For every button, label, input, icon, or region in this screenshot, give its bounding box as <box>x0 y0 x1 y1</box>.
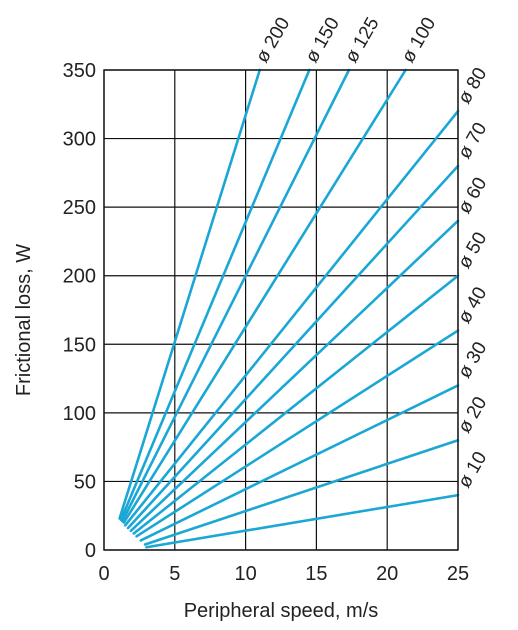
series-label: ø 30 <box>454 338 491 381</box>
y-axis-title: Frictional loss, W <box>13 244 35 396</box>
series-label: ø 40 <box>454 284 491 327</box>
x-tick-label: 10 <box>234 563 256 585</box>
y-tick-label: 200 <box>63 266 96 288</box>
x-tick-label: 20 <box>376 563 398 585</box>
y-tick-label: 50 <box>74 471 96 493</box>
series-label: ø 60 <box>454 174 491 217</box>
series-line <box>129 219 460 533</box>
x-tick-label: 0 <box>98 563 109 585</box>
x-tick-label: 25 <box>447 563 469 585</box>
y-tick-label: 150 <box>63 334 96 356</box>
series-line <box>143 438 460 546</box>
series-line <box>126 164 460 530</box>
series-label: ø 10 <box>454 448 491 491</box>
series-label: ø 100 <box>398 14 440 67</box>
series-line <box>118 68 262 520</box>
grid-lines <box>103 69 459 551</box>
series-label: ø 20 <box>454 393 491 436</box>
y-tick-label: 300 <box>63 129 96 151</box>
series-line <box>121 68 351 523</box>
series-line <box>145 493 460 549</box>
series-label: ø 150 <box>301 14 343 67</box>
series-label: ø 200 <box>252 14 294 67</box>
series-line <box>122 68 407 524</box>
series-line <box>119 68 311 522</box>
series-label: ø 80 <box>454 64 491 107</box>
y-tick-label: 250 <box>63 197 96 219</box>
y-tick-label: 0 <box>85 540 96 562</box>
y-tick-label: 100 <box>63 403 96 425</box>
series-label: ø 50 <box>454 229 491 272</box>
x-axis-title: Peripheral speed, m/s <box>184 600 379 622</box>
y-tick-label: 350 <box>63 60 96 82</box>
series-label: ø 70 <box>454 119 491 162</box>
x-tick-labels: 0 5 10 15 20 25 <box>98 563 469 585</box>
y-tick-labels: 0 50 100 150 200 250 300 350 <box>63 60 96 562</box>
x-tick-label: 15 <box>305 563 327 585</box>
series-lines <box>118 68 460 549</box>
series-line <box>139 384 460 542</box>
series-line <box>132 274 460 535</box>
series-label: ø 125 <box>341 14 383 67</box>
series-line <box>135 329 460 538</box>
x-tick-label: 5 <box>169 563 180 585</box>
series-labels: ø 10 ø 20 ø 30 ø 40 ø 50 ø 60 ø 70 ø 80 ø 100 ø 1… <box>252 14 491 492</box>
plot-frame <box>103 69 459 551</box>
series-line <box>123 109 460 527</box>
